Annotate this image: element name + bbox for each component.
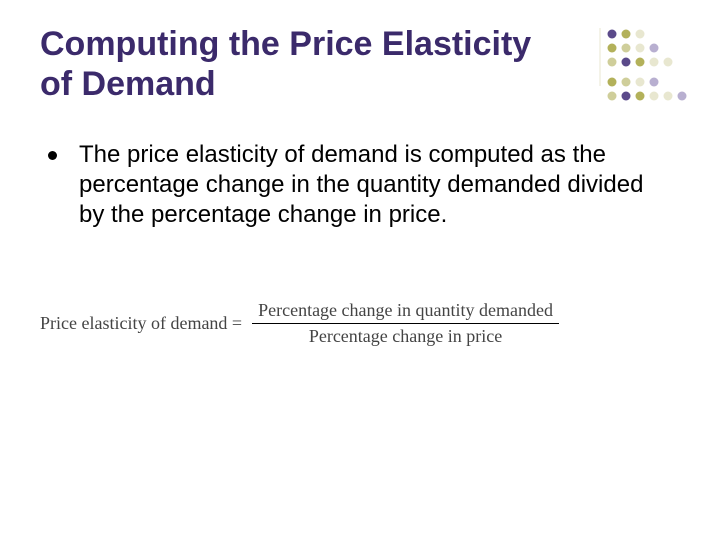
bullet-icon — [48, 151, 57, 160]
bullet-item: The price elasticity of demand is comput… — [48, 140, 668, 230]
slide-title: Computing the Price Elasticity of Demand — [40, 24, 570, 104]
formula: Price elasticity of demand = Percentage … — [40, 300, 680, 347]
formula-lhs: Price elasticity of demand = — [40, 313, 248, 334]
decorative-dots-icon — [582, 28, 702, 118]
slide-title-text: Computing the Price Elasticity of Demand — [40, 25, 531, 103]
bullet-text: The price elasticity of demand is comput… — [79, 140, 668, 230]
formula-numerator: Percentage change in quantity demanded — [252, 300, 559, 324]
formula-denominator: Percentage change in price — [303, 324, 508, 347]
formula-fraction: Percentage change in quantity demanded P… — [252, 300, 559, 347]
